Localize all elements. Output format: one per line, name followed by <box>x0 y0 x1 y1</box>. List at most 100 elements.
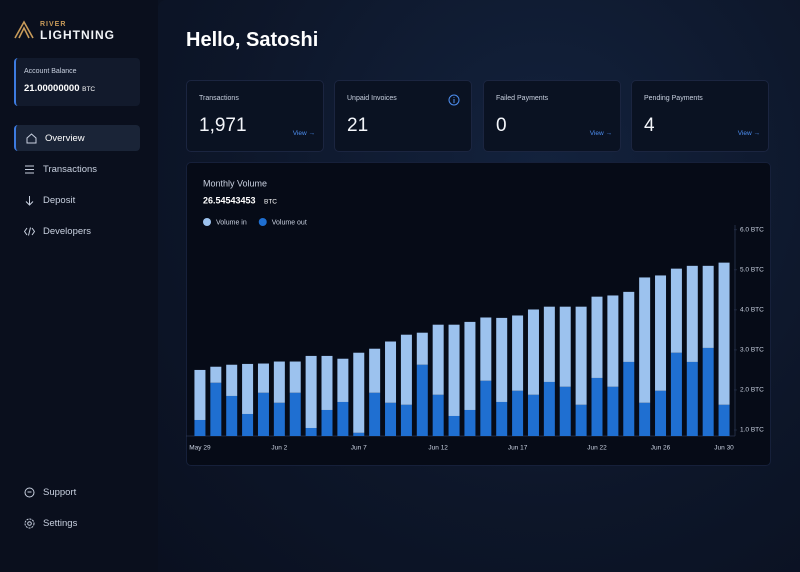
chart-total-unit: BTC <box>264 199 277 206</box>
nav-item[interactable]: Developers <box>14 218 140 244</box>
bar-segment <box>543 381 555 436</box>
x-tick-label: Jun 12 <box>428 445 448 452</box>
bar-segment <box>686 265 698 362</box>
bar-segment <box>480 380 492 436</box>
sidebar: RIVER LIGHTNING Account Balance 21.00000… <box>0 0 158 572</box>
bar-segment <box>448 324 460 416</box>
icon-support <box>24 487 35 497</box>
bar-segment <box>400 334 412 405</box>
bar-segment <box>273 402 285 436</box>
nav-item[interactable]: Settings <box>14 510 140 536</box>
bar-segment <box>718 262 730 405</box>
nav-item[interactable]: Overview <box>14 125 140 151</box>
bar-segment <box>416 364 428 436</box>
bar-segment <box>257 363 269 393</box>
logo-mark <box>14 20 34 39</box>
bar-segment <box>257 392 269 436</box>
stat-card: Transactions 1,971 View → <box>186 80 324 152</box>
bar-segment <box>512 315 524 391</box>
bar-segment <box>639 277 651 403</box>
nav-label: Support <box>43 486 77 498</box>
info-icon[interactable] <box>448 94 460 106</box>
greeting: Hello, Satoshi <box>186 29 319 51</box>
card-value: 0 <box>496 115 507 136</box>
card-label: Transactions <box>199 95 239 102</box>
bar-segment <box>607 295 619 387</box>
legend-swatch <box>203 218 211 226</box>
chart-title: Monthly Volume <box>203 178 267 188</box>
bar-segment <box>337 401 349 436</box>
card-value: 21 <box>347 115 369 136</box>
balance-label: Account Balance <box>24 68 77 75</box>
y-tick-label: 4.0 BTC <box>740 307 764 314</box>
nav-item[interactable]: Deposit <box>14 187 140 213</box>
stat-card: Unpaid Invoices 21 <box>334 80 472 152</box>
bar-segment <box>464 409 476 436</box>
bar-segment <box>242 413 254 436</box>
y-tick-label: 3.0 BTC <box>740 347 764 354</box>
icon-code <box>24 226 35 236</box>
bar-segment <box>305 355 317 428</box>
bar-segment <box>686 361 698 436</box>
y-tick-label: 2.0 BTC <box>740 387 764 394</box>
nav-label: Deposit <box>43 194 76 206</box>
card-label: Unpaid Invoices <box>347 95 397 102</box>
x-tick-label: May 29 <box>189 445 211 452</box>
bar-segment <box>289 392 301 436</box>
card-label: Failed Payments <box>496 95 549 102</box>
bar-segment <box>670 268 682 353</box>
nav-label: Overview <box>45 132 85 144</box>
bar-segment <box>591 296 603 378</box>
bar-segment <box>464 321 476 410</box>
bar-segment <box>194 419 206 436</box>
card-link[interactable]: View → <box>292 130 315 137</box>
balance-card: Account Balance 21.00000000 BTC <box>14 58 140 106</box>
y-tick-label: 1.0 BTC <box>740 427 764 434</box>
card-link[interactable]: View → <box>737 130 760 137</box>
bar-segment <box>496 317 508 402</box>
bar-segment <box>575 306 587 405</box>
nav-item[interactable]: Support <box>14 479 140 505</box>
card-label: Pending Payments <box>644 95 703 102</box>
x-tick-label: Jun 30 <box>714 445 734 452</box>
stat-card: Failed Payments 0 View → <box>483 80 621 152</box>
bar-segment <box>210 366 222 383</box>
icon-list <box>25 165 34 173</box>
icon-deposit <box>25 195 34 206</box>
bar-segment <box>496 401 508 436</box>
bar-segment <box>527 309 539 395</box>
bar-segment <box>559 386 571 436</box>
bar-segment <box>353 352 365 433</box>
y-tick-label: 5.0 BTC <box>740 267 764 274</box>
x-tick-label: Jun 7 <box>351 445 367 452</box>
card-link[interactable]: View → <box>589 130 612 137</box>
card-value: 4 <box>644 115 655 136</box>
bar-segment <box>210 382 222 436</box>
bar-segment <box>194 369 206 420</box>
bar-segment <box>655 390 667 436</box>
bar-segment <box>337 358 349 402</box>
bar-segment <box>432 324 444 395</box>
legend-swatch <box>258 218 267 226</box>
card-value: 1,971 <box>199 115 247 136</box>
brand-bottom: LIGHTNING <box>40 28 115 42</box>
bar-segment <box>527 394 539 436</box>
chart-total: 26.54543453 <box>203 195 256 205</box>
bar-segment <box>607 386 619 436</box>
x-tick-label: Jun 17 <box>508 445 528 452</box>
bar-segment <box>432 394 444 436</box>
nav-item[interactable]: Transactions <box>14 156 140 182</box>
bar-segment <box>543 306 555 382</box>
bar-segment <box>416 332 428 365</box>
nav-label: Developers <box>43 225 92 237</box>
bar-segment <box>480 317 492 381</box>
bar-segment <box>591 377 603 436</box>
bar-segment <box>289 361 301 393</box>
x-tick-label: Jun 22 <box>587 445 607 452</box>
nav-label: Settings <box>43 517 78 529</box>
bar-segment <box>639 402 651 436</box>
bar-segment <box>623 291 635 362</box>
bar-segment <box>655 275 667 391</box>
